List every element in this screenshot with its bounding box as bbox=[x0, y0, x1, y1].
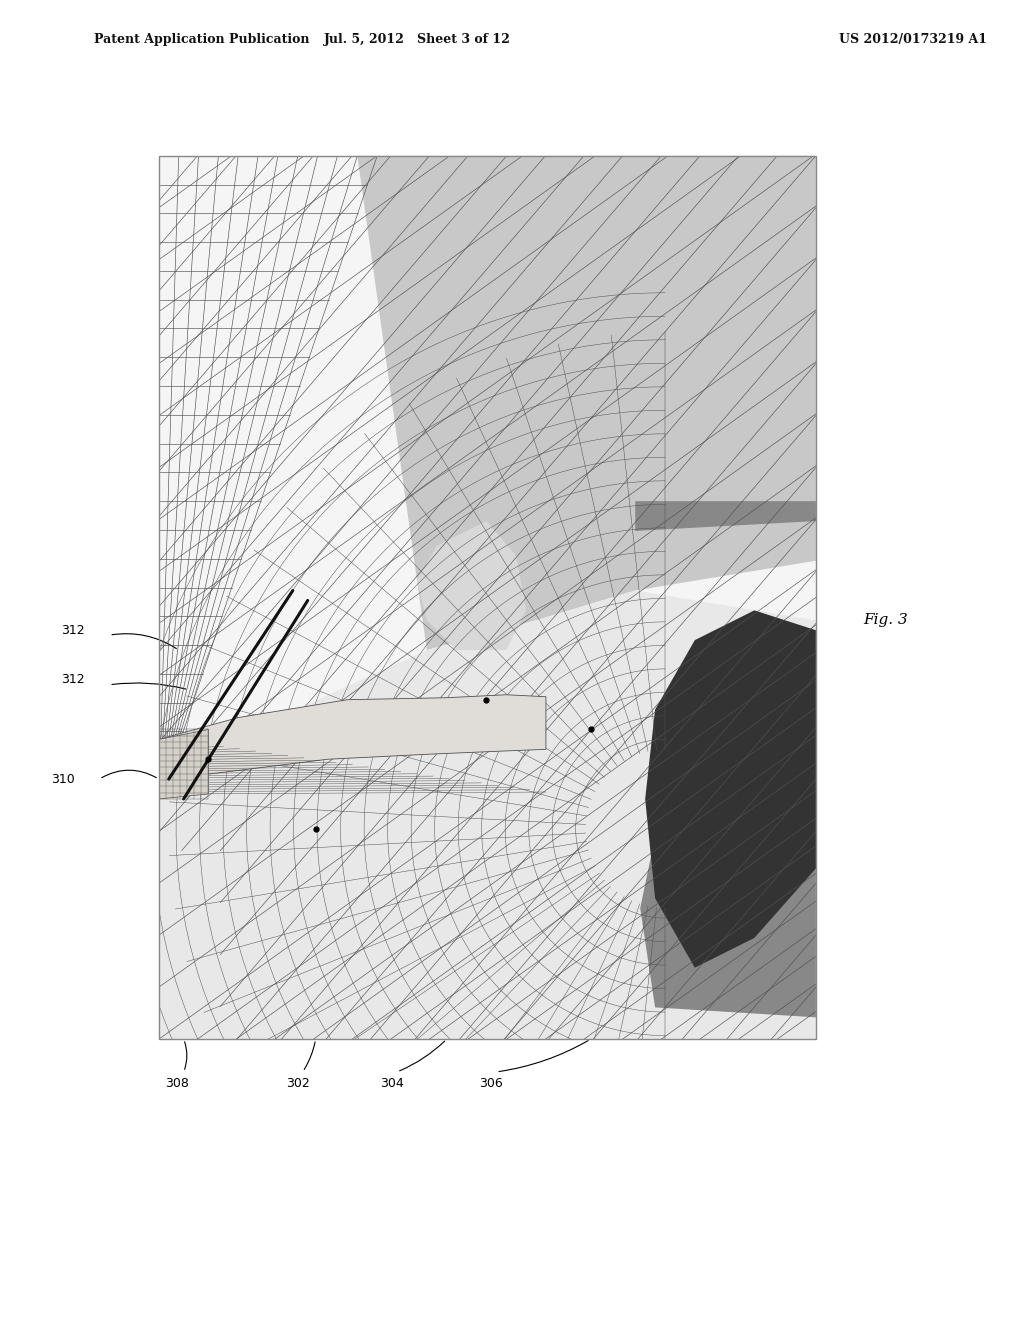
Polygon shape bbox=[645, 610, 816, 968]
Bar bbox=[159, 156, 816, 1039]
Text: 312: 312 bbox=[60, 624, 84, 636]
Polygon shape bbox=[635, 502, 816, 1018]
Polygon shape bbox=[159, 730, 209, 799]
Bar bbox=[159, 156, 816, 1039]
Text: 310: 310 bbox=[51, 772, 75, 785]
Text: Fig. 3: Fig. 3 bbox=[863, 614, 908, 627]
Text: Jul. 5, 2012   Sheet 3 of 12: Jul. 5, 2012 Sheet 3 of 12 bbox=[324, 33, 510, 46]
Text: 302: 302 bbox=[286, 1077, 309, 1090]
Text: 304: 304 bbox=[380, 1077, 403, 1090]
Polygon shape bbox=[417, 521, 526, 649]
Text: 312: 312 bbox=[60, 673, 84, 686]
Polygon shape bbox=[159, 590, 816, 1039]
Text: 308: 308 bbox=[165, 1077, 188, 1090]
Text: 306: 306 bbox=[479, 1077, 503, 1090]
Polygon shape bbox=[159, 694, 546, 795]
Text: US 2012/0173219 A1: US 2012/0173219 A1 bbox=[839, 33, 987, 46]
Text: Patent Application Publication: Patent Application Publication bbox=[94, 33, 310, 46]
Polygon shape bbox=[357, 156, 816, 649]
